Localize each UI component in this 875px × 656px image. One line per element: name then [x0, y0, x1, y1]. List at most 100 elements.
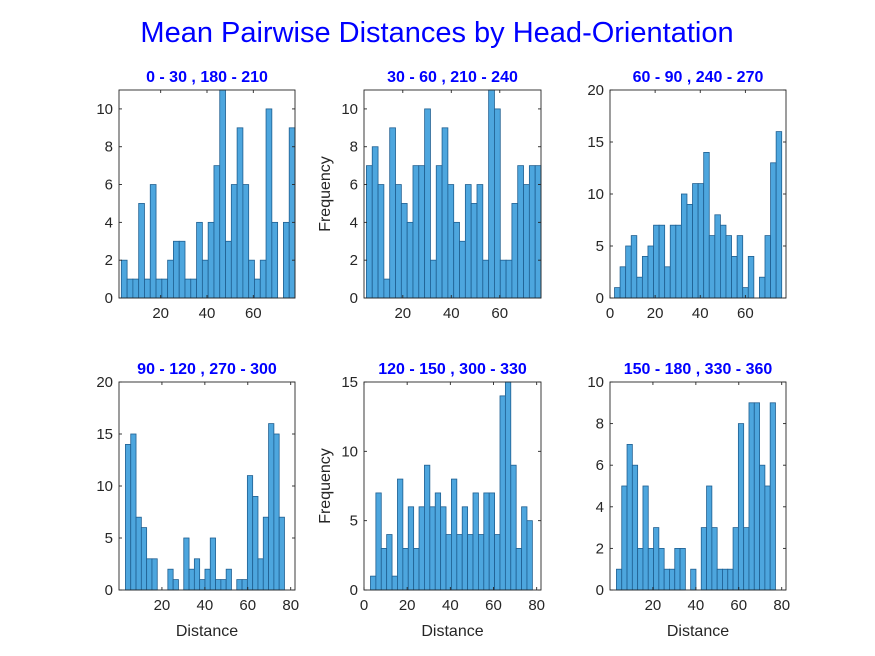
histogram-bar — [248, 259, 255, 299]
histogram-bar — [441, 127, 449, 299]
histogram-bar — [494, 534, 501, 591]
histogram-bar — [664, 266, 671, 299]
histogram-bar — [636, 276, 643, 299]
histogram-bar — [172, 579, 179, 591]
histogram-bar — [720, 224, 727, 299]
histogram-bar — [716, 568, 723, 591]
histogram-bar — [447, 184, 455, 299]
axes-box — [609, 381, 787, 591]
panel-title: 0 - 30 , 180 - 210 — [146, 69, 268, 86]
histogram-bar — [424, 108, 431, 299]
histogram-bar — [625, 245, 632, 299]
histogram-bar — [641, 255, 649, 299]
histogram-bar — [674, 548, 681, 591]
histogram-bar — [700, 527, 707, 591]
histogram-panel-3: 0 20 40 60 0 5 10 15 20 60 - 90 , 240 - 270 — [587, 69, 787, 322]
histogram-bar — [370, 575, 377, 591]
y-tick-label: 10 — [341, 443, 358, 460]
histogram-bar — [748, 402, 755, 591]
histogram-bar — [252, 495, 259, 591]
y-tick-label: 4 — [105, 214, 113, 231]
histogram-bar — [199, 579, 206, 591]
histogram-bar — [434, 492, 442, 591]
histogram-bar — [482, 259, 490, 299]
histogram-bar — [630, 235, 638, 299]
y-tick-label: 10 — [96, 478, 113, 495]
histogram-bar — [184, 278, 192, 299]
histogram-bar — [380, 548, 388, 591]
x-axis-label: Distance — [421, 623, 483, 640]
histogram-bar — [130, 433, 137, 591]
y-tick-label: 6 — [350, 177, 358, 194]
y-tick-label: 0 — [596, 290, 604, 307]
y-tick-label: 4 — [596, 499, 604, 516]
y-tick-label: 0 — [350, 290, 358, 307]
histogram-panel-6: 20 40 60 80 0 2 4 6 8 10 150 - 180 , 330 - 360 Dist… — [587, 361, 790, 640]
x-tick-label: 40 — [197, 597, 214, 614]
histogram-bar — [459, 240, 466, 299]
histogram-bar — [476, 184, 484, 299]
x-tick-label: 60 — [491, 305, 508, 322]
histogram-bar — [714, 214, 721, 299]
histogram-bar — [477, 534, 485, 591]
histogram-bar — [125, 443, 132, 591]
histogram-bar — [236, 127, 244, 299]
histogram-bar — [675, 224, 682, 299]
histogram-bar — [445, 534, 452, 591]
histogram-bar — [190, 278, 197, 299]
panel-title: 60 - 90 , 240 - 270 — [633, 69, 764, 86]
histogram-bar — [736, 235, 744, 299]
histogram-bar — [511, 203, 519, 299]
histogram-bar — [528, 165, 536, 299]
histogram-bar — [523, 184, 530, 299]
histogram-bar — [526, 520, 533, 591]
x-tick-label: 20 — [645, 597, 662, 614]
histogram-bar — [146, 558, 153, 591]
histogram-bar — [173, 240, 180, 299]
y-tick-label: 0 — [105, 582, 113, 599]
histogram-bar — [515, 548, 522, 591]
histogram-bar — [679, 548, 686, 591]
axes-box — [363, 381, 542, 591]
histogram-bar — [470, 203, 478, 299]
histogram-bar — [397, 478, 404, 591]
histogram-bar — [188, 568, 195, 591]
histogram-bar — [770, 162, 777, 299]
histogram-bar — [161, 278, 169, 299]
histogram-bar — [690, 568, 697, 591]
histogram-bar — [647, 548, 654, 591]
x-tick-label: 60 — [245, 305, 262, 322]
histogram-bar — [725, 235, 732, 299]
y-tick-label: 5 — [350, 513, 358, 530]
y-tick-label: 2 — [105, 252, 113, 269]
histogram-bar — [663, 568, 670, 591]
histogram-bar — [737, 423, 745, 591]
histogram-panel-1: 20 40 60 0 2 4 6 8 10 0 - 30 , 180 - 210 — [96, 69, 296, 322]
histogram-bar — [626, 443, 633, 591]
histogram-bar — [692, 183, 699, 299]
histogram-bar — [371, 146, 379, 299]
histogram-bar — [759, 464, 766, 591]
x-tick-label: 20 — [154, 597, 171, 614]
histogram-bar — [464, 184, 472, 299]
histogram-bar — [764, 485, 771, 591]
histogram-bar — [424, 464, 431, 591]
histogram-bar — [259, 259, 267, 299]
histogram-bar — [257, 558, 264, 591]
histogram-bar — [413, 548, 420, 591]
histogram-bar — [647, 245, 654, 299]
histogram-bar — [706, 485, 713, 591]
histogram-bar — [183, 537, 190, 591]
x-tick-label: 60 — [239, 597, 256, 614]
histogram-bar — [642, 485, 649, 591]
histogram-bar — [144, 278, 151, 299]
y-tick-label: 20 — [587, 82, 604, 99]
histogram-bar — [653, 527, 660, 591]
y-axis-label: Frequency — [317, 156, 334, 232]
histogram-bar — [621, 485, 628, 591]
y-tick-label: 6 — [596, 457, 604, 474]
y-tick-label: 5 — [105, 530, 113, 547]
histogram-bar — [494, 108, 501, 299]
histogram-bar — [488, 492, 496, 591]
histogram-bar — [505, 259, 513, 299]
